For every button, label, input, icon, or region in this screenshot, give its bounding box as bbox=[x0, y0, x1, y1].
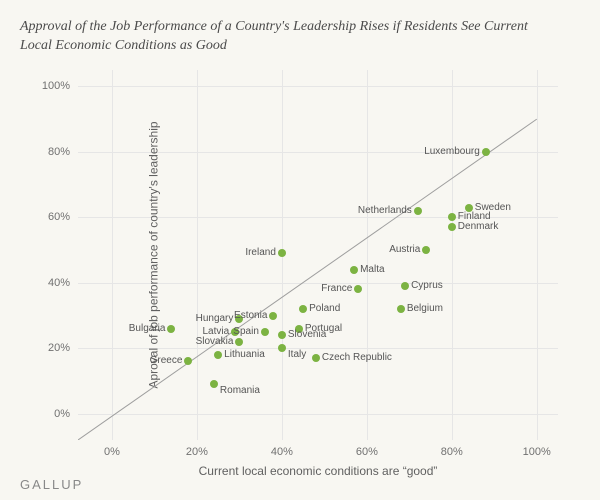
point-label: Netherlands bbox=[358, 206, 412, 216]
y-axis-label: Aproval of job performance of country's … bbox=[147, 121, 161, 388]
point-label: Czech Republic bbox=[322, 353, 392, 363]
data-point bbox=[414, 207, 422, 215]
data-point bbox=[312, 354, 320, 362]
data-point bbox=[214, 351, 222, 359]
gridline-v bbox=[367, 70, 368, 440]
data-point bbox=[448, 213, 456, 221]
point-label: Poland bbox=[309, 304, 340, 314]
y-tick: 40% bbox=[48, 277, 70, 289]
data-point bbox=[482, 148, 490, 156]
point-label: Romania bbox=[220, 386, 260, 396]
data-point bbox=[269, 312, 277, 320]
gridline-h bbox=[78, 86, 558, 87]
point-label: Lithuania bbox=[224, 350, 265, 360]
data-point bbox=[278, 344, 286, 352]
y-tick: 20% bbox=[48, 342, 70, 354]
data-point bbox=[448, 223, 456, 231]
data-point bbox=[278, 331, 286, 339]
point-label: Malta bbox=[360, 265, 384, 275]
data-point bbox=[261, 328, 269, 336]
data-point bbox=[278, 249, 286, 257]
data-point bbox=[210, 380, 218, 388]
x-tick: 20% bbox=[186, 446, 208, 458]
point-label: Hungary bbox=[196, 314, 234, 324]
chart-container: Approval of the Job Performance of a Cou… bbox=[0, 0, 600, 500]
data-point bbox=[422, 246, 430, 254]
gridline-v bbox=[197, 70, 198, 440]
y-tick: 60% bbox=[48, 211, 70, 223]
source-label: GALLUP bbox=[20, 477, 83, 492]
point-label: Italy bbox=[288, 350, 306, 360]
point-label: France bbox=[321, 284, 352, 294]
point-label: Denmark bbox=[458, 222, 499, 232]
y-tick: 80% bbox=[48, 146, 70, 158]
point-label: Ireland bbox=[245, 248, 276, 258]
point-label: Spain bbox=[233, 327, 259, 337]
data-point bbox=[397, 305, 405, 313]
point-label: Luxembourg bbox=[424, 147, 480, 157]
x-tick: 80% bbox=[441, 446, 463, 458]
point-label: Estonia bbox=[234, 311, 267, 321]
data-point bbox=[354, 285, 362, 293]
chart-title: Approval of the Job Performance of a Cou… bbox=[20, 18, 540, 56]
point-label: Belgium bbox=[407, 304, 443, 314]
point-label: Austria bbox=[389, 245, 420, 255]
data-point bbox=[465, 204, 473, 212]
gridline-h bbox=[78, 414, 558, 415]
gridline-v bbox=[112, 70, 113, 440]
data-point bbox=[401, 282, 409, 290]
point-label: Slovenia bbox=[288, 330, 326, 340]
x-tick: 0% bbox=[104, 446, 120, 458]
x-tick: 60% bbox=[356, 446, 378, 458]
point-label: Cyprus bbox=[411, 281, 443, 291]
data-point bbox=[235, 338, 243, 346]
y-tick: 0% bbox=[54, 408, 70, 420]
gridline-v bbox=[537, 70, 538, 440]
point-label: Slovakia bbox=[196, 337, 234, 347]
data-point bbox=[350, 266, 358, 274]
x-axis-label: Current local economic conditions are “g… bbox=[199, 464, 438, 478]
x-tick: 100% bbox=[523, 446, 551, 458]
y-tick: 100% bbox=[42, 80, 70, 92]
data-point bbox=[299, 305, 307, 313]
gridline-v bbox=[452, 70, 453, 440]
data-point bbox=[167, 325, 175, 333]
data-point bbox=[184, 357, 192, 365]
point-label: Bulgaria bbox=[129, 324, 166, 334]
plot-area: 0%20%40%60%80%100%0%20%40%60%80%100%Luxe… bbox=[78, 70, 558, 440]
x-tick: 40% bbox=[271, 446, 293, 458]
point-label: Greece bbox=[150, 356, 183, 366]
